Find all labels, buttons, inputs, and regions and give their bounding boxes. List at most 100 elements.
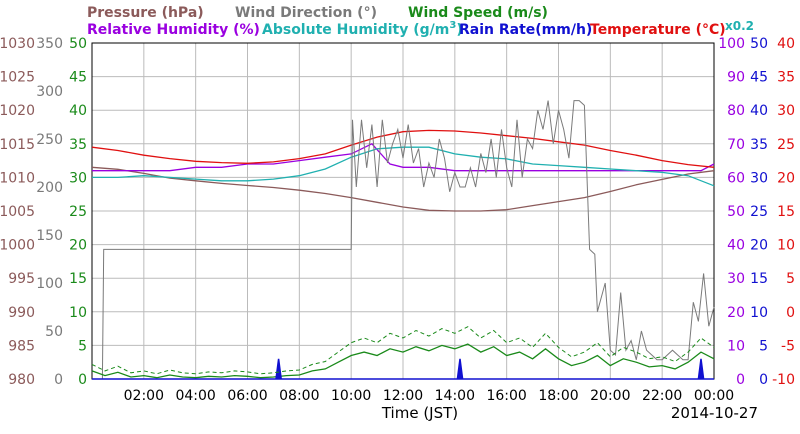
y-tick-pressure: 1025 [0,70,35,86]
y-tick-temperature: 40 [777,36,795,52]
x-tick-label: 18:00 [538,388,578,404]
y-tick-rain-rate: 10 [750,305,768,321]
y-tick-temperature: 10 [777,238,795,254]
y-tick-temperature: -10 [772,372,795,388]
legend-absolute-humidity-end: ) [456,22,462,38]
x-tick-label: 04:00 [175,388,215,404]
legend-absolute-humidity-sup: 3 [449,20,456,31]
y-tick-rain-rate: 15 [750,271,768,287]
y-tick-pressure: 1015 [0,137,35,153]
y-tick-temperature: 5 [786,271,795,287]
series-wind-direction [92,100,715,380]
y-tick-pressure: 1030 [0,36,35,52]
y-tick-temperature: 20 [777,170,795,186]
y-tick-wind-direction: 50 [45,324,63,340]
legend-relative-humidity: Relative Humidity (%) [87,22,260,38]
y-tick-pressure: 1020 [0,103,35,119]
legend-absolute-humidity-main: Absolute Humidity (g/m [262,22,449,38]
y-tick-wind-speed: 25 [69,204,87,220]
legend-temperature: Temperature (°C) [590,22,726,38]
y-tick-wind-speed: 15 [69,271,87,287]
y-tick-rain-rate: 20 [750,238,768,254]
y-tick-pressure: 1005 [0,204,35,220]
y-tick-temperature: 30 [777,103,795,119]
y-tick-rain-rate: 40 [750,103,768,119]
y-tick-temperature: 35 [777,70,795,86]
legend-wind-direction: Wind Direction (°) [235,5,377,21]
y-tick-pressure: 1000 [0,238,35,254]
y-tick-rain-rate: 0 [759,372,768,388]
y-tick-relative-humidity: 100 [718,36,745,52]
y-tick-wind-speed: 5 [78,338,87,354]
y-tick-relative-humidity: 20 [727,305,745,321]
y-tick-wind-direction: 250 [36,132,63,148]
y-tick-relative-humidity: 10 [727,338,745,354]
series-absolute-humidity [92,146,715,187]
series-wind-speed [91,343,715,379]
y-tick-wind-direction: 350 [36,36,63,52]
y-tick-relative-humidity: 30 [727,271,745,287]
y-tick-wind-direction: 300 [36,84,63,100]
y-tick-wind-speed: 0 [78,372,87,388]
series-wind-gust [91,326,715,375]
y-tick-temperature: 25 [777,137,795,153]
y-tick-temperature: 15 [777,204,795,220]
axis-ticks: 1030102510201015101010051000995990985980… [0,36,795,404]
y-tick-rain-rate: 25 [750,204,768,220]
legend-pressure: Pressure (hPa) [87,5,204,21]
y-tick-temperature: -5 [781,338,795,354]
y-tick-wind-speed: 10 [69,305,87,321]
y-tick-relative-humidity: 50 [727,204,745,220]
y-tick-wind-direction: 100 [36,276,63,292]
grid [92,43,714,379]
y-tick-pressure: 985 [8,338,35,354]
x-tick-label: 16:00 [486,388,526,404]
y-tick-temperature: 0 [786,305,795,321]
y-tick-wind-speed: 50 [69,36,87,52]
series-rain-rate [92,358,714,380]
y-tick-relative-humidity: 40 [727,238,745,254]
y-tick-relative-humidity: 0 [736,372,745,388]
y-tick-wind-speed: 45 [69,70,87,86]
series-relative-humidity [92,143,715,172]
y-tick-wind-speed: 40 [69,103,87,119]
y-tick-pressure: 980 [8,372,35,388]
y-tick-wind-direction: 200 [36,180,63,196]
x-axis-label: Time (JST) [381,404,458,422]
series-temperature [91,129,715,168]
x-tick-label: 00:00 [694,388,734,404]
x-tick-label: 14:00 [435,388,475,404]
y-tick-pressure: 990 [8,305,35,321]
y-tick-wind-direction: 150 [36,228,63,244]
x-tick-label: 02:00 [124,388,164,404]
y-tick-relative-humidity: 80 [727,103,745,119]
y-tick-wind-direction: 0 [54,372,63,388]
y-tick-wind-speed: 20 [69,238,87,254]
x-tick-label: 10:00 [331,388,371,404]
legend-rain-rate: Rain Rate(mm/h) [459,22,592,38]
legend-rain-scale-note: x0.2 [725,19,754,33]
y-tick-rain-rate: 50 [750,36,768,52]
x-tick-label: 08:00 [279,388,319,404]
legend-wind-speed: Wind Speed (m/s) [408,5,548,21]
x-tick-label: 06:00 [227,388,267,404]
y-tick-relative-humidity: 70 [727,137,745,153]
y-tick-pressure: 1010 [0,170,35,186]
series-group [91,100,715,380]
y-tick-pressure: 995 [8,271,35,287]
y-tick-relative-humidity: 90 [727,70,745,86]
y-tick-relative-humidity: 60 [727,170,745,186]
y-tick-wind-speed: 35 [69,137,87,153]
y-tick-rain-rate: 45 [750,70,768,86]
x-tick-label: 12:00 [383,388,423,404]
y-tick-wind-speed: 30 [69,170,87,186]
y-tick-rain-rate: 30 [750,170,768,186]
series-pressure [91,166,715,212]
legend-absolute-humidity: Absolute Humidity (g/m3) [262,20,463,38]
x-tick-label: 22:00 [642,388,682,404]
x-tick-label: 20:00 [590,388,630,404]
y-tick-rain-rate: 35 [750,137,768,153]
date-label: 2014-10-27 [671,404,758,422]
y-tick-rain-rate: 5 [759,338,768,354]
